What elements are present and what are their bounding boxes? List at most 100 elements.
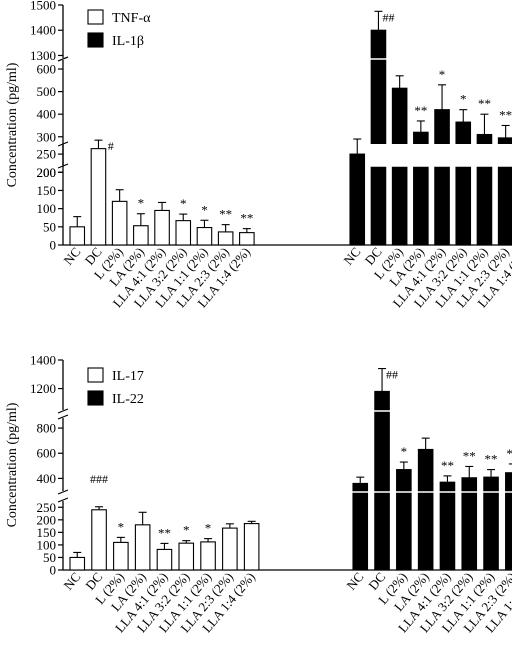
axis-break-mark [57,56,69,62]
legend-label: TNF-α [112,11,151,26]
axis-break-mark [57,489,69,495]
y-tick-label: 400 [37,107,57,122]
significance-marker: ** [240,211,253,226]
legend-label: IL-17 [112,369,144,384]
significance-marker: * [118,519,125,534]
bar-break-gap [497,144,512,166]
bar [243,523,260,571]
bar [455,121,472,246]
y-tick-label: 400 [37,471,57,486]
bar [178,542,195,571]
bar [352,482,369,571]
legend-label: IL-1β [112,34,144,49]
bar [175,220,192,246]
significance-marker: ** [485,452,498,467]
bar [217,231,234,246]
y-tick-label: 500 [37,84,57,99]
bar [434,109,450,246]
bar [111,200,128,246]
significance-marker: ** [219,207,232,222]
bar [156,548,173,571]
bar [91,509,107,571]
bar-break-gap [476,144,493,166]
category-label: NC [60,569,83,592]
axis-break-mark [57,414,69,420]
chart-panel-top: 0501001502002502003004005006001300140015… [5,0,512,310]
bar [134,524,151,571]
bar [154,209,170,246]
y-tick-label: 150 [37,525,57,540]
y-tick-label: 0 [50,563,57,578]
axis-break-mark [57,163,69,169]
bar [439,481,456,571]
y-tick-label: 300 [37,129,57,144]
legend-swatch [87,32,104,48]
bar [239,232,255,246]
y-tick-label: 150 [37,183,57,198]
significance-marker: * [183,523,190,538]
y-tick-label: 200 [37,165,57,180]
y-tick-label: 200 [37,512,57,527]
y-tick-label: 0 [50,238,57,253]
category-label: NC [343,569,366,592]
bar [483,476,499,571]
bar [505,472,512,571]
category-label: NC [340,244,363,267]
significance-marker: ** [499,107,512,122]
y-tick-label: 100 [37,201,57,216]
bar-break-gap [455,144,472,166]
category-label: NC [60,244,83,267]
y-axis-title: Concentration (pg/ml) [5,62,20,187]
y-tick-label: 600 [37,62,57,77]
legend-label: IL-22 [112,392,144,407]
axis-break-mark [57,497,69,503]
y-tick-label: 600 [37,446,57,461]
y-tick-label: 1500 [30,0,56,13]
bar-break-gap [412,144,430,166]
significance-marker: * [401,444,408,459]
bar [196,226,213,246]
significance-marker: ** [441,458,454,473]
y-tick-label: 50 [43,550,56,565]
significance-marker: ** [506,446,512,461]
significance-marker: * [138,196,145,211]
y-tick-label: 250 [37,500,57,515]
y-tick-label: 200 [37,165,57,180]
bar [133,225,149,246]
axis-break-mark [57,408,69,414]
significance-marker: * [180,196,187,211]
y-tick-label: 800 [37,421,57,436]
bar-break-gap [370,144,387,166]
significance-marker: ** [478,96,491,111]
bar-break-gap [433,144,451,166]
significance-marker: * [460,92,467,107]
y-tick-label: 1200 [30,381,56,396]
significance-marker: # [108,139,114,153]
y-tick-label: 1400 [30,353,56,368]
bar [349,153,366,246]
legend-swatch [87,367,104,383]
significance-marker: ### [90,472,108,486]
significance-marker: ** [158,525,171,540]
bar-break-gap [391,144,408,166]
legend-swatch [87,9,104,25]
bar [113,541,129,571]
significance-marker: ## [386,368,398,382]
y-tick-label: 250 [37,147,57,162]
y-tick-label: 1300 [30,48,56,63]
bar [200,541,216,571]
bar [396,469,412,571]
bar [417,448,434,571]
y-tick-label: 50 [43,219,56,234]
significance-marker: * [439,67,446,82]
bar [370,29,387,246]
y-tick-label: 100 [37,537,57,552]
significance-marker: ## [382,10,394,24]
significance-marker: * [201,202,208,217]
significance-marker: * [205,521,212,536]
bar [222,527,238,571]
legend-swatch [87,390,104,406]
significance-marker: ** [463,448,476,463]
